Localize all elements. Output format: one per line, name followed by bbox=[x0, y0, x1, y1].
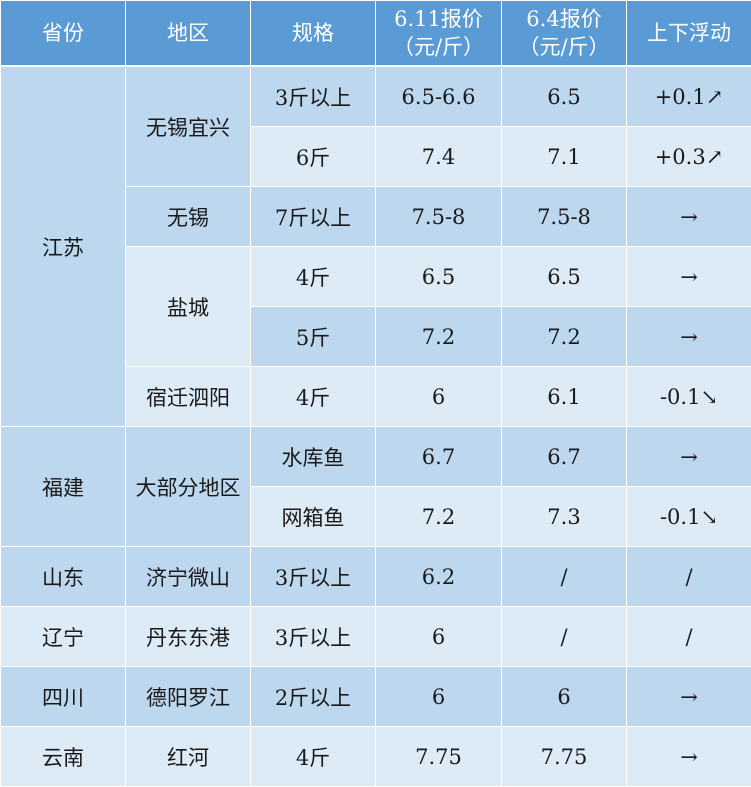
header-price-old-line1: 6.4报价 bbox=[526, 7, 602, 31]
price-old-cell: / bbox=[501, 546, 627, 607]
table-row: 云南 红河 4斤 7.75 7.75 → bbox=[0, 726, 751, 787]
price-new-cell: 6.5 bbox=[375, 246, 502, 307]
table-row: 辽宁 丹东东港 3斤以上 6 / / bbox=[0, 606, 751, 667]
price-new-cell: 6.5-6.6 bbox=[375, 65, 502, 127]
price-old-cell: 7.75 bbox=[501, 726, 627, 787]
header-price-old: 6.4报价 （元/斤） bbox=[501, 0, 627, 67]
price-old-cell: 6.5 bbox=[501, 246, 627, 307]
table-row: 网箱鱼 7.2 7.3 -0.1↘ bbox=[1, 486, 751, 547]
table-row: 6斤 7.4 7.1 +0.3↗ bbox=[1, 126, 751, 187]
price-new-cell: 6.2 bbox=[375, 546, 502, 607]
price-old-cell: 6 bbox=[501, 666, 627, 727]
region-cell: 无锡 bbox=[125, 186, 251, 247]
spec-cell: 4斤 bbox=[250, 246, 376, 307]
province-cell: 山东 bbox=[0, 546, 126, 607]
spec-cell: 4斤 bbox=[250, 726, 376, 787]
region-cell: 无锡宜兴 bbox=[125, 65, 251, 187]
region-cell: 红河 bbox=[125, 726, 251, 787]
price-new-cell: 6 bbox=[375, 666, 502, 727]
price-new-cell: 7.75 bbox=[375, 726, 502, 787]
table-row: 无锡 7斤以上 7.5-8 7.5-8 → bbox=[1, 186, 751, 247]
price-old-cell: 7.5-8 bbox=[501, 186, 627, 247]
header-region: 地区 bbox=[125, 0, 251, 67]
province-cell: 江苏 bbox=[0, 65, 126, 427]
spec-cell: 3斤以上 bbox=[250, 546, 376, 607]
spec-cell: 6斤 bbox=[250, 126, 376, 187]
header-row: 省份 地区 规格 6.11报价 （元/斤） 6.4报价 （元/斤） 上下浮动 bbox=[0, 0, 751, 67]
table-row: 四川 德阳罗江 2斤以上 6 6 → bbox=[0, 666, 751, 727]
header-price-new-line1: 6.11报价 bbox=[394, 7, 483, 31]
header-spec: 规格 bbox=[250, 0, 376, 67]
change-cell: -0.1↘ bbox=[626, 366, 751, 427]
province-cell: 云南 bbox=[0, 726, 126, 787]
change-cell: → bbox=[626, 426, 751, 487]
spec-cell: 7斤以上 bbox=[250, 186, 376, 247]
spec-cell: 4斤 bbox=[250, 366, 376, 427]
province-cell: 福建 bbox=[0, 426, 126, 547]
change-cell: → bbox=[626, 666, 751, 727]
change-cell: → bbox=[626, 726, 751, 787]
price-old-cell: / bbox=[501, 606, 627, 667]
spec-cell: 3斤以上 bbox=[250, 606, 376, 667]
price-old-cell: 6.1 bbox=[501, 366, 627, 427]
region-cell: 济宁微山 bbox=[125, 546, 251, 607]
header-price-new: 6.11报价 （元/斤） bbox=[375, 0, 502, 67]
table-row: 江苏 无锡宜兴 3斤以上 6.5-6.6 6.5 +0.1↗ bbox=[0, 65, 751, 427]
spec-cell: 5斤 bbox=[250, 306, 376, 367]
price-old-cell: 7.3 bbox=[501, 486, 627, 547]
price-old-cell: 7.2 bbox=[501, 306, 627, 367]
spec-cell: 2斤以上 bbox=[250, 666, 376, 727]
price-new-cell: 7.2 bbox=[375, 306, 502, 367]
spec-cell: 水库鱼 bbox=[250, 426, 376, 487]
header-change: 上下浮动 bbox=[626, 0, 751, 67]
price-new-cell: 6 bbox=[375, 606, 502, 667]
header-price-new-line2: （元/斤） bbox=[392, 35, 485, 59]
change-cell: / bbox=[626, 606, 751, 667]
region-cell: 盐城 bbox=[125, 246, 251, 367]
change-cell: +0.3↗ bbox=[626, 126, 751, 187]
price-old-cell: 7.1 bbox=[501, 126, 627, 187]
change-cell: +0.1↗ bbox=[626, 65, 751, 127]
change-cell: -0.1↘ bbox=[626, 486, 751, 547]
change-cell: / bbox=[626, 546, 751, 607]
change-cell: → bbox=[626, 186, 751, 247]
header-province: 省份 bbox=[0, 0, 126, 67]
province-cell: 四川 bbox=[0, 666, 126, 727]
region-cell: 大部分地区 bbox=[125, 426, 251, 547]
table-row: 福建 大部分地区 水库鱼 6.7 6.7 → bbox=[0, 426, 751, 547]
table-row: 盐城 4斤 6.5 6.5 → bbox=[1, 246, 751, 367]
table-row: 宿迁泗阳 4斤 6 6.1 -0.1↘ bbox=[1, 366, 751, 427]
region-cell: 宿迁泗阳 bbox=[125, 366, 251, 427]
price-old-cell: 6.5 bbox=[501, 65, 627, 127]
change-cell: → bbox=[626, 246, 751, 307]
price-old-cell: 6.7 bbox=[501, 426, 627, 487]
spec-cell: 网箱鱼 bbox=[250, 486, 376, 547]
price-new-cell: 7.2 bbox=[375, 486, 502, 547]
price-new-cell: 6 bbox=[375, 366, 502, 427]
header-price-old-line2: （元/斤） bbox=[518, 35, 610, 59]
region-cell: 德阳罗江 bbox=[125, 666, 251, 727]
table-row: 5斤 7.2 7.2 → bbox=[1, 306, 751, 367]
spec-cell: 3斤以上 bbox=[250, 65, 376, 127]
price-new-cell: 7.4 bbox=[375, 126, 502, 187]
province-cell: 辽宁 bbox=[0, 606, 126, 667]
table-row: 山东 济宁微山 3斤以上 6.2 / / bbox=[0, 546, 751, 607]
change-cell: → bbox=[626, 306, 751, 367]
region-cell: 丹东东港 bbox=[125, 606, 251, 667]
price-new-cell: 6.7 bbox=[375, 426, 502, 487]
price-new-cell: 7.5-8 bbox=[375, 186, 502, 247]
